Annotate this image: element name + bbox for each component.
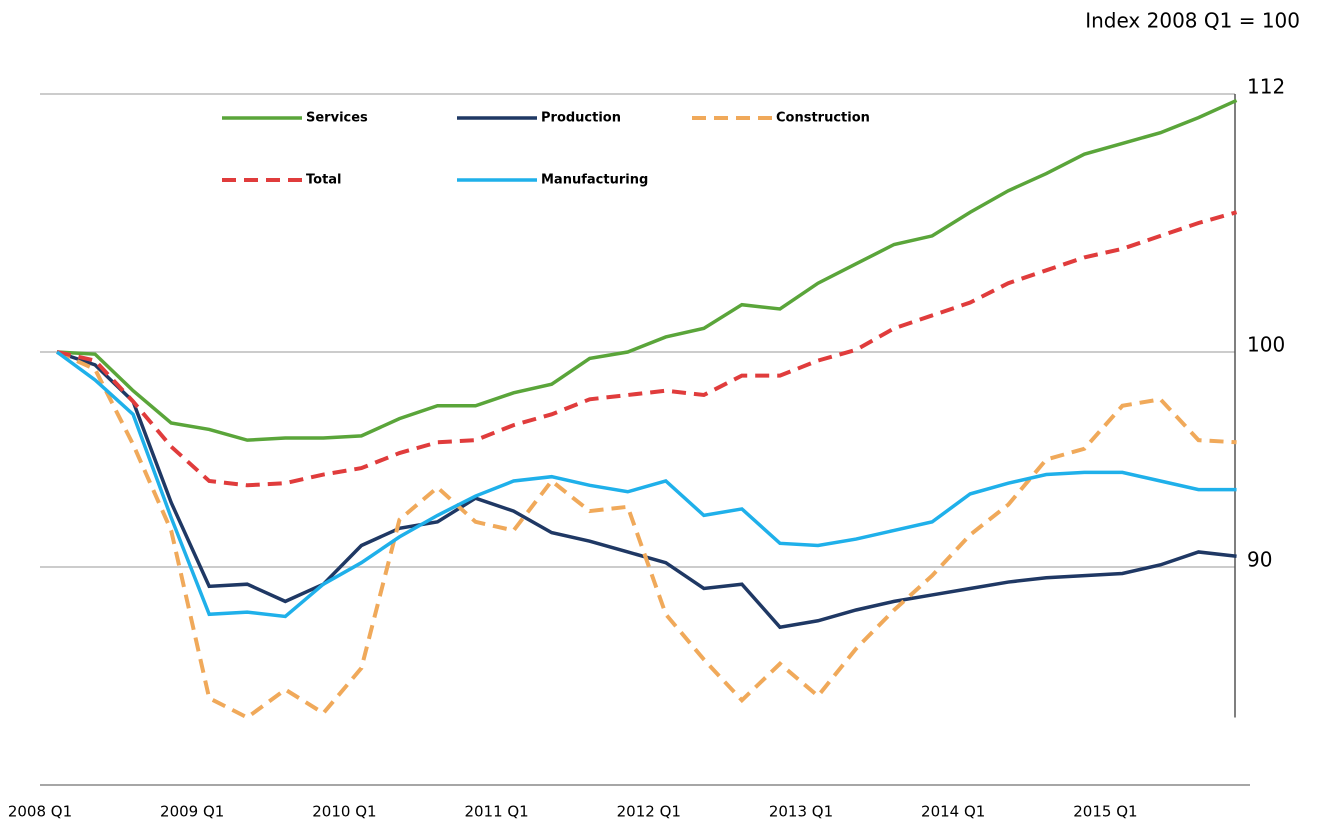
x-tick-label: 2009 Q1 <box>160 803 224 821</box>
legend-label: Total <box>306 173 342 188</box>
y-tick-label: 112 <box>1247 75 1285 99</box>
x-tick-label: 2013 Q1 <box>769 803 833 821</box>
legend-label: Services <box>306 111 368 126</box>
y-tick-label: 90 <box>1247 548 1272 572</box>
legend-label: Construction <box>776 111 870 126</box>
x-tick-label: 2014 Q1 <box>921 803 985 821</box>
x-tick-label: 2010 Q1 <box>312 803 376 821</box>
series-line <box>55 350 1237 619</box>
y-tick-label: 100 <box>1247 333 1285 357</box>
x-tick-label: 2011 Q1 <box>464 803 528 821</box>
legend-label: Manufacturing <box>541 173 648 188</box>
series-line <box>56 350 1237 720</box>
legend-label: Production <box>541 111 621 126</box>
x-tick-label: 2012 Q1 <box>617 803 681 821</box>
series-line <box>56 210 1238 488</box>
annotation: Index 2008 Q1 = 100 <box>1085 9 1300 33</box>
series-line <box>56 98 1238 442</box>
series-line <box>56 350 1237 630</box>
x-tick-label: 2015 Q1 <box>1073 803 1137 821</box>
x-tick-label: 2008 Q1 <box>8 803 72 821</box>
